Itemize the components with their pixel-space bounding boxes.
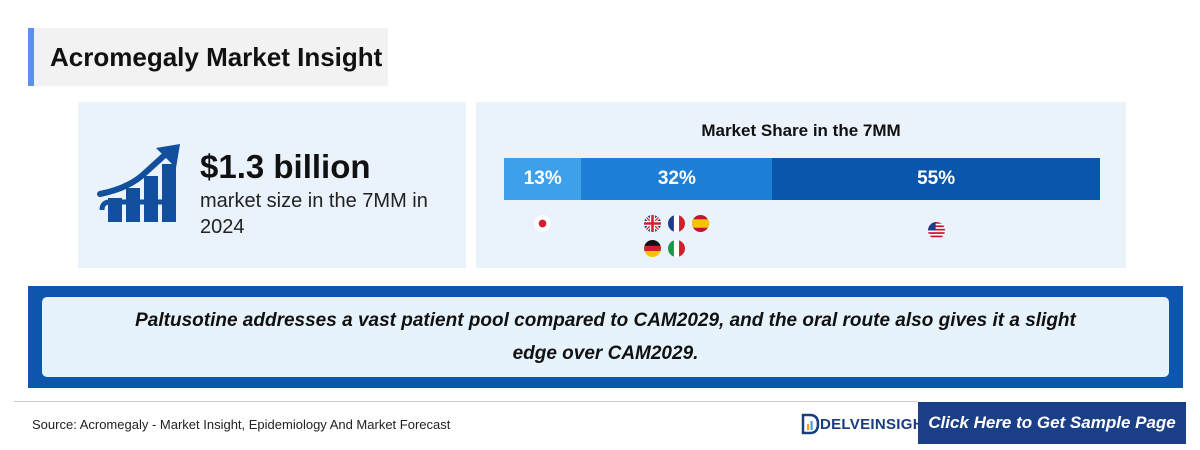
title-box: Acromegaly Market Insight [28, 28, 388, 86]
delveinsight-logo[interactable]: DELVEINSIGHT [800, 413, 933, 435]
insight-text: Paltusotine addresses a vast patient poo… [135, 310, 1076, 364]
get-sample-page-button[interactable]: Click Here to Get Sample Page [918, 402, 1186, 444]
logo-mark-icon [801, 413, 820, 435]
market-share-card: Market Share in the 7MM 13% 32% 55% [476, 102, 1126, 268]
market-size-value: $1.3 billion [200, 148, 371, 185]
insight-banner-inner: Paltusotine addresses a vast patient poo… [42, 297, 1169, 377]
footer-divider [14, 401, 918, 402]
logo-text: DELVEINSIGHT [820, 415, 934, 433]
uk-flag-icon [644, 215, 662, 232]
share-label-2: 32% [657, 168, 696, 189]
growth-chart-icon [97, 144, 180, 222]
share-segment-2: 32% [581, 158, 773, 200]
france-flag-icon [668, 215, 686, 232]
chart-title: Market Share in the 7MM [701, 121, 901, 140]
insight-banner: Paltusotine addresses a vast patient poo… [28, 286, 1183, 388]
share-label-3: 55% [917, 168, 956, 189]
italy-flag-icon [668, 240, 686, 257]
share-segment-3: 55% [772, 158, 1100, 200]
market-size-description: market size in the 7MM in 2024 [200, 190, 428, 238]
japan-flag-icon [534, 215, 552, 232]
market-share-bar: 13% 32% 55% [504, 158, 1100, 200]
share-label-1: 13% [523, 168, 562, 189]
spain-flag-icon [692, 215, 710, 232]
us-flag-icon [927, 222, 945, 239]
page-title: Acromegaly Market Insight [50, 41, 383, 72]
market-size-card: $1.3 billion market size in the 7MM in 2… [78, 102, 466, 268]
source-text: Source: Acromegaly - Market Insight, Epi… [32, 417, 451, 432]
germany-flag-icon [644, 240, 662, 257]
share-segment-1: 13% [504, 158, 582, 200]
